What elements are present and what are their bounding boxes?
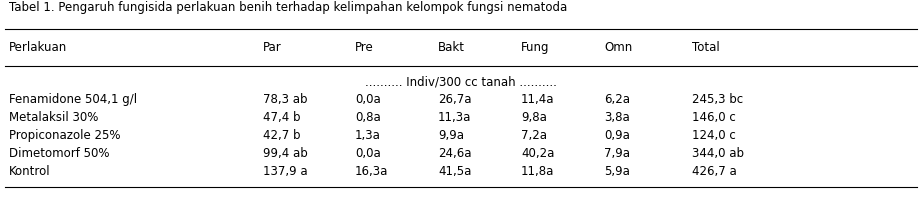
Text: Metalaksil 30%: Metalaksil 30%	[9, 111, 99, 124]
Text: 0,9a: 0,9a	[604, 129, 630, 142]
Text: Kontrol: Kontrol	[9, 165, 51, 178]
Text: 78,3 ab: 78,3 ab	[263, 93, 307, 107]
Text: 99,4 ab: 99,4 ab	[263, 147, 308, 160]
Text: Fung: Fung	[521, 41, 550, 54]
Text: 16,3a: 16,3a	[355, 165, 388, 178]
Text: 7,2a: 7,2a	[521, 129, 547, 142]
Text: 41,5a: 41,5a	[438, 165, 471, 178]
Text: 1,3a: 1,3a	[355, 129, 381, 142]
Text: 7,9a: 7,9a	[604, 147, 630, 160]
Text: 26,7a: 26,7a	[438, 93, 471, 107]
Text: 9,8a: 9,8a	[521, 111, 547, 124]
Text: 47,4 b: 47,4 b	[263, 111, 301, 124]
Text: 40,2a: 40,2a	[521, 147, 554, 160]
Text: Propiconazole 25%: Propiconazole 25%	[9, 129, 121, 142]
Text: 0,0a: 0,0a	[355, 147, 381, 160]
Text: Dimetomorf 50%: Dimetomorf 50%	[9, 147, 110, 160]
Text: 6,2a: 6,2a	[604, 93, 630, 107]
Text: 3,8a: 3,8a	[604, 111, 630, 124]
Text: 0,8a: 0,8a	[355, 111, 381, 124]
Text: Bakt: Bakt	[438, 41, 465, 54]
Text: 0,18ns: 0,18ns	[438, 197, 478, 198]
Text: Par: Par	[263, 41, 281, 54]
Text: Fenamidone 504,1 g/l: Fenamidone 504,1 g/l	[9, 93, 137, 107]
Text: 11,3a: 11,3a	[438, 111, 471, 124]
Text: Total: Total	[692, 41, 719, 54]
Text: 124,0 c: 124,0 c	[692, 129, 735, 142]
Text: 426,7 a: 426,7 a	[692, 165, 737, 178]
Text: 24,6a: 24,6a	[438, 147, 471, 160]
Text: .......... Indiv/300 cc tanah ..........: .......... Indiv/300 cc tanah ..........	[365, 76, 557, 89]
Text: 9,9a: 9,9a	[438, 129, 464, 142]
Text: Pre: Pre	[355, 41, 373, 54]
Text: Omn: Omn	[604, 41, 632, 54]
Text: 146,0 c: 146,0 c	[692, 111, 735, 124]
Text: 11,8a: 11,8a	[521, 165, 554, 178]
Text: 0,17ns: 0,17ns	[604, 197, 644, 198]
Text: 11,4a: 11,4a	[521, 93, 554, 107]
Text: 0,32ns: 0,32ns	[355, 197, 395, 198]
Text: 137,9 a: 137,9 a	[263, 165, 307, 178]
Text: 0,0a: 0,0a	[355, 93, 381, 107]
Text: 0,02*: 0,02*	[692, 197, 724, 198]
Text: Tabel 1. Pengaruh fungisida perlakuan benih terhadap kelimpahan kelompok fungsi : Tabel 1. Pengaruh fungisida perlakuan be…	[9, 1, 567, 14]
Text: 42,7 b: 42,7 b	[263, 129, 301, 142]
Text: 5,9a: 5,9a	[604, 165, 630, 178]
Text: 0,56ns: 0,56ns	[521, 197, 561, 198]
Text: Perlakuan: Perlakuan	[9, 41, 67, 54]
Text: 245,3 bc: 245,3 bc	[692, 93, 742, 107]
Text: 0,05*: 0,05*	[263, 197, 294, 198]
Text: Pr > F: Pr > F	[9, 197, 45, 198]
Text: 344,0 ab: 344,0 ab	[692, 147, 743, 160]
